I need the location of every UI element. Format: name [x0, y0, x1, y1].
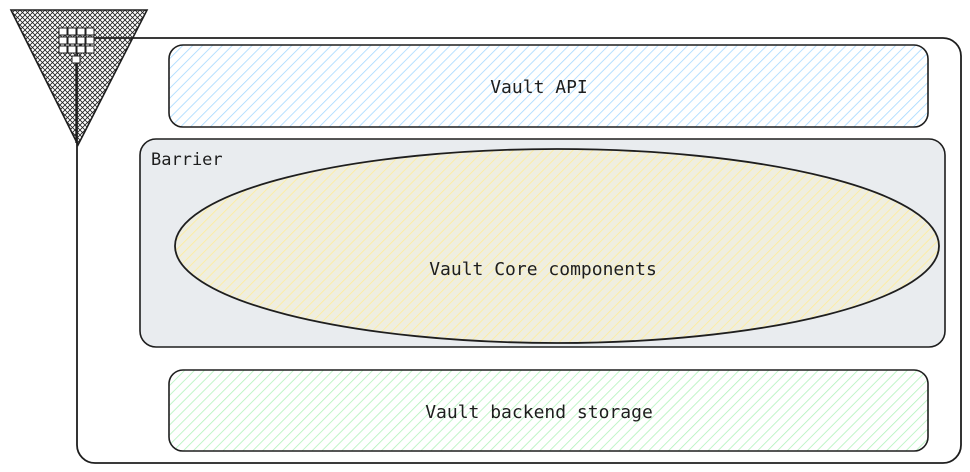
- hashicorp-vault-logo-icon: [9, 9, 149, 147]
- vault-storage-box: Vault backend storage: [168, 369, 929, 452]
- vault-core-ellipse: Vault Core components: [174, 148, 940, 344]
- vault-storage-label: Vault backend storage: [425, 402, 653, 423]
- barrier-label: Barrier: [151, 150, 223, 170]
- outer-container: [76, 37, 962, 464]
- vault-core-label: Vault Core components: [429, 259, 657, 280]
- vault-api-label: Vault API: [490, 77, 588, 98]
- vault-api-box: Vault API: [168, 44, 929, 128]
